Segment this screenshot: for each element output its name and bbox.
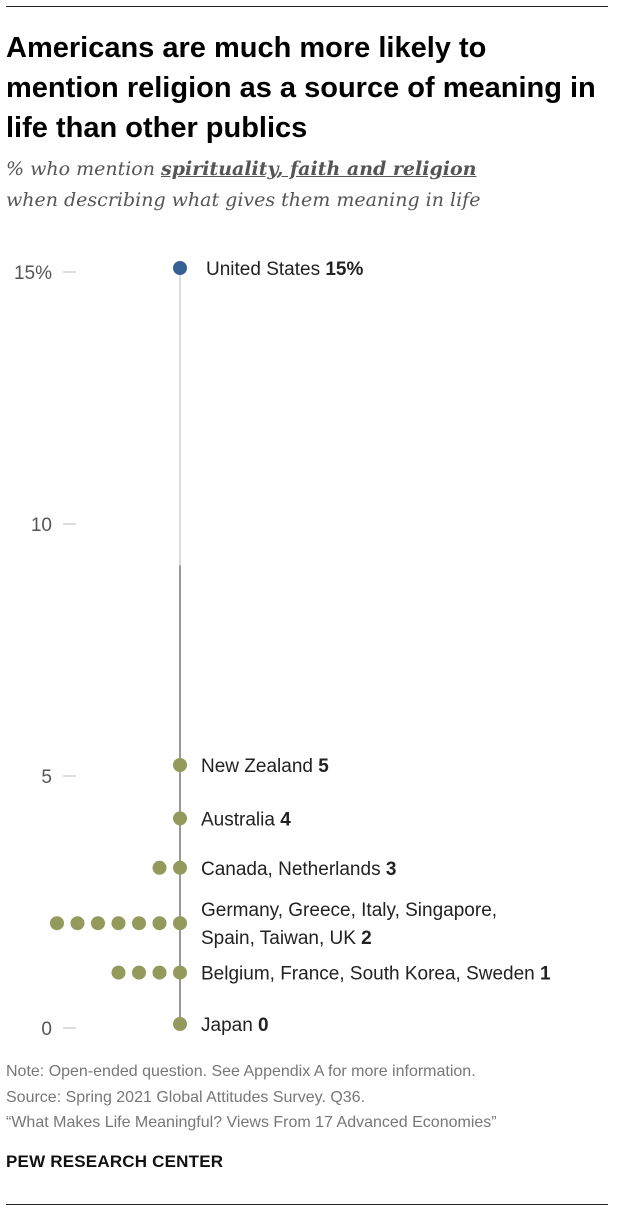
source-text: Source: Spring 2021 Global Attitudes Sur… bbox=[6, 1088, 366, 1106]
chart-notes: Note: Open-ended question. See Appendix … bbox=[6, 1059, 616, 1136]
y-axis: 15% 10 5 0 bbox=[14, 263, 76, 1040]
chart-title: Americans are much more likely to mentio… bbox=[6, 32, 596, 144]
subtitle-highlight: spirituality, faith and religion bbox=[161, 158, 477, 180]
data-point bbox=[173, 811, 187, 826]
bottom-rule bbox=[6, 1204, 608, 1205]
data-label: Canada, Netherlands 3 bbox=[201, 859, 396, 880]
data-point bbox=[111, 965, 126, 980]
subtitle-prefix: % who mention bbox=[6, 158, 161, 180]
data-labels: United States 15% New Zealand 5 Australia … bbox=[201, 259, 551, 1036]
data-point bbox=[111, 916, 126, 931]
data-point bbox=[152, 860, 167, 875]
data-points bbox=[50, 261, 187, 1031]
data-label: Belgium, France, South Korea, Sweden 1 bbox=[201, 964, 551, 985]
data-label: Germany, Greece, Italy, Singapore, Spain,… bbox=[201, 900, 497, 949]
data-point bbox=[91, 916, 105, 931]
data-label: New Zealand 5 bbox=[201, 756, 329, 777]
data-point bbox=[152, 916, 167, 931]
y-tick-label: 5 bbox=[41, 767, 52, 788]
y-tick-label: 10 bbox=[31, 515, 52, 536]
data-label: Japan 0 bbox=[201, 1015, 269, 1036]
report-title: “What Makes Life Meaningful? Views From … bbox=[6, 1114, 497, 1131]
chart-subtitle: % who mention spirituality, faith and re… bbox=[6, 154, 606, 216]
y-tick-label: 0 bbox=[41, 1019, 52, 1040]
data-label: United States 15% bbox=[206, 259, 363, 280]
data-point bbox=[173, 1017, 187, 1031]
data-point bbox=[132, 965, 146, 980]
data-point bbox=[173, 965, 187, 980]
data-point bbox=[173, 916, 187, 931]
data-point bbox=[173, 860, 187, 875]
subtitle-line-1: % who mention spirituality, faith and re… bbox=[6, 154, 606, 185]
data-point bbox=[70, 916, 85, 931]
pew-research-logo: PEW RESEARCH CENTER bbox=[6, 1152, 224, 1171]
y-tick-label: 15% bbox=[14, 263, 52, 284]
top-rule bbox=[6, 6, 608, 7]
subtitle-line-2: when describing what gives them meaning … bbox=[6, 189, 481, 211]
data-point bbox=[132, 916, 146, 931]
data-label: Australia 4 bbox=[201, 809, 291, 830]
data-point bbox=[152, 965, 167, 980]
data-point bbox=[173, 758, 187, 772]
data-point bbox=[50, 916, 64, 931]
note-text: Note: Open-ended question. See Appendix … bbox=[6, 1063, 476, 1080]
data-point bbox=[173, 261, 187, 275]
